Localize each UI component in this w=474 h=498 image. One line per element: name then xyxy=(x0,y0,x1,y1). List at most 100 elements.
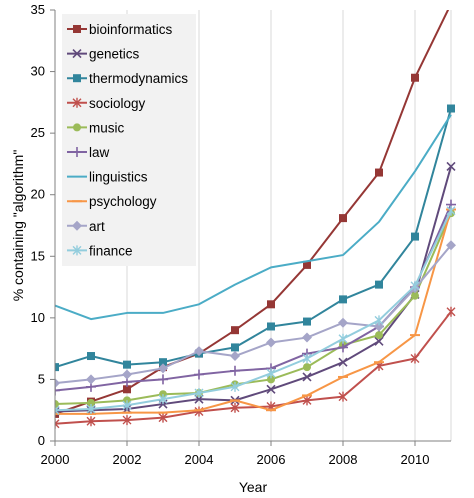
data-point xyxy=(338,342,348,353)
legend-label: psychology xyxy=(89,194,157,209)
data-point xyxy=(374,336,384,346)
data-point xyxy=(230,351,240,362)
legend-item: finance xyxy=(67,243,133,258)
y-tick-label: 20 xyxy=(31,187,45,202)
data-point xyxy=(339,295,347,304)
data-point xyxy=(266,337,276,348)
series-line xyxy=(55,166,452,413)
data-point xyxy=(302,332,312,343)
data-point xyxy=(194,387,204,398)
data-point xyxy=(230,381,240,392)
data-point xyxy=(375,280,383,289)
data-point xyxy=(194,369,204,380)
data-point xyxy=(122,400,132,411)
data-point xyxy=(411,291,419,300)
series-art xyxy=(55,240,456,389)
data-point xyxy=(159,358,167,367)
legend-label: bioinformatics xyxy=(89,22,173,37)
data-point xyxy=(303,317,311,326)
y-tick-label: 25 xyxy=(31,125,45,140)
data-point xyxy=(87,352,95,361)
data-point xyxy=(446,240,456,251)
series-psychology xyxy=(55,208,456,415)
y-tick-label: 10 xyxy=(31,310,45,325)
data-point xyxy=(231,343,239,352)
data-point xyxy=(55,385,60,396)
legend-item: bioinformatics xyxy=(67,22,173,37)
series-genetics xyxy=(55,161,456,417)
series-line xyxy=(55,244,452,385)
series-line xyxy=(55,209,452,415)
x-tick-label: 2010 xyxy=(401,452,430,467)
data-point xyxy=(55,378,60,389)
data-point xyxy=(446,306,456,317)
data-point xyxy=(410,353,420,364)
data-point xyxy=(302,372,312,382)
x-tick-label: 2004 xyxy=(185,452,214,467)
data-point xyxy=(55,363,59,372)
series-line xyxy=(55,10,450,415)
y-tick-label: 0 xyxy=(38,433,45,448)
series-layer xyxy=(55,10,456,429)
y-tick-label: 15 xyxy=(31,248,45,263)
x-tick-label: 2008 xyxy=(329,452,358,467)
legend-item: psychology xyxy=(67,194,157,209)
series-finance xyxy=(55,205,456,416)
data-point xyxy=(87,398,95,407)
data-point xyxy=(338,391,348,402)
data-point xyxy=(266,368,276,379)
y-tick-label: 35 xyxy=(31,2,45,17)
data-point xyxy=(158,374,168,385)
data-point xyxy=(55,418,60,429)
series-sociology xyxy=(55,306,456,429)
data-point xyxy=(374,315,384,326)
data-point xyxy=(411,232,419,241)
y-tick-label: 5 xyxy=(38,371,45,386)
data-point xyxy=(267,322,275,331)
legend-box xyxy=(62,14,196,266)
series-linguistics xyxy=(55,114,452,321)
data-point xyxy=(73,74,81,83)
data-point xyxy=(230,365,240,376)
data-point xyxy=(339,214,347,223)
data-point xyxy=(55,405,60,416)
legend-label: genetics xyxy=(89,47,140,62)
data-point xyxy=(338,357,348,367)
data-point xyxy=(158,412,168,423)
data-point xyxy=(72,245,82,256)
data-point xyxy=(122,415,132,426)
y-axis-label: % containing "algorithm" xyxy=(10,150,26,302)
axes: 0 5 10 15 20 25 30 35 2000 2002 2004 2006 2008 2010 xyxy=(31,2,451,467)
data-point xyxy=(73,25,81,33)
data-point xyxy=(86,403,96,414)
data-point xyxy=(410,280,420,291)
legend-label: law xyxy=(89,145,110,160)
data-point xyxy=(123,360,131,369)
data-point xyxy=(194,346,204,357)
data-point xyxy=(86,416,96,427)
legend-item: genetics xyxy=(67,47,140,62)
data-point xyxy=(72,49,82,59)
data-point xyxy=(72,220,82,231)
series-line xyxy=(55,108,452,369)
series-line xyxy=(55,212,452,406)
legend-label: music xyxy=(89,120,125,135)
data-point xyxy=(86,374,96,385)
data-point xyxy=(267,300,275,309)
legend-label: linguistics xyxy=(89,170,148,185)
data-point xyxy=(375,168,383,177)
legend: bioinformatics genetics thermodynamics soci… xyxy=(62,14,196,266)
data-point xyxy=(55,400,59,409)
data-point xyxy=(338,333,348,344)
legend-label: sociology xyxy=(89,96,146,111)
data-point xyxy=(374,321,384,332)
legend-item: thermodynamics xyxy=(67,71,188,86)
data-point xyxy=(446,205,456,216)
series-line xyxy=(55,311,452,425)
legend-label: thermodynamics xyxy=(89,71,188,86)
data-point xyxy=(303,363,311,372)
data-point xyxy=(302,395,312,406)
data-point xyxy=(73,123,81,132)
legend-item: sociology xyxy=(67,96,146,111)
